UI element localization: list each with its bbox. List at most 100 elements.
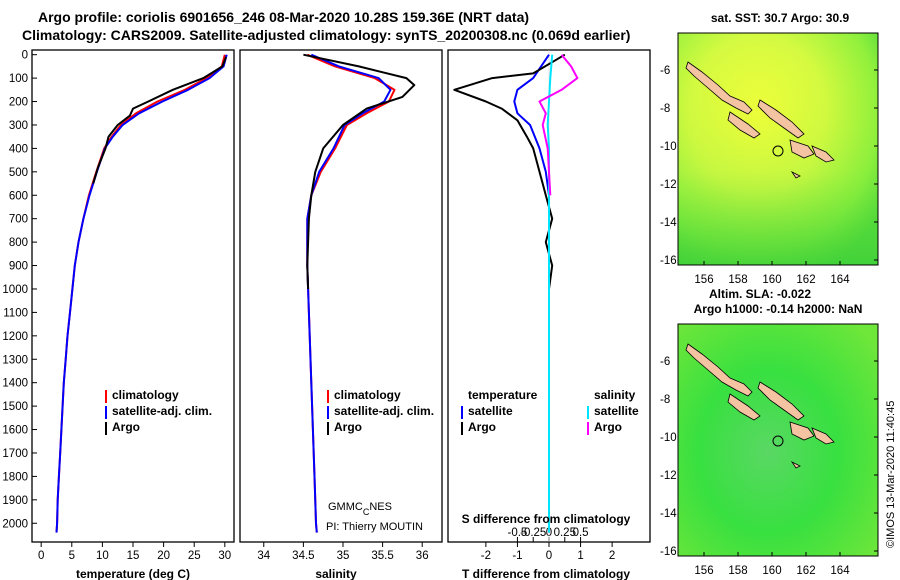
lat-tick-label: -8 [660,394,670,406]
x-tick-label: -2 [481,550,491,562]
lat-tick-label: -14 [660,508,677,520]
lat-tick-label: -10 [660,432,677,444]
x-tick-label: 34.5 [292,550,314,562]
y-tick-label: 300 [9,120,28,132]
title-line-1: Argo profile: coriolis 6901656_246 08-Ma… [38,9,529,25]
salinity-axis-label: salinity [315,567,357,580]
salinity-legend: climatology satellite-adj. clim. Argo [327,388,434,435]
lat-tick-label: -16 [660,546,677,558]
legend-heading-temperature: temperature [468,388,538,402]
y-tick-label: 800 [9,237,28,249]
island-new-georgia [727,111,761,139]
argo-location-marker [772,435,784,447]
legend-label: satellite-adj. clim. [112,404,212,418]
x-tick-label: 25 [188,550,201,562]
lat-tick-label: -12 [660,470,677,482]
legend-label: Argo [112,420,140,434]
x-tick-label: 0 [546,550,552,562]
salinity-panel-frame [239,49,443,543]
x-tick-label: 2 [609,550,615,562]
map-axes: -6 -8 -10 -12 -14 -16 156 158 160 162 164 -6 -8 -10 -1… [660,32,879,577]
x-tick-label: 35.5 [371,550,393,562]
s-difference-axis-label: S difference from climatology [462,512,631,526]
x-tick-label: 35 [337,550,350,562]
series-line-satellite-adj-clim- [55,54,228,533]
series-line-satellite-adj-clim- [306,53,392,533]
y-tick-label: 1800 [2,471,28,483]
x-tick-label: 20 [157,550,170,562]
x-tick-label: 0 [38,550,44,562]
temperature-plot: 0 5 10 15 20 25 30 [38,54,231,562]
legend-label: satellite-adj. clim. [334,404,434,418]
sst-field-overlay [678,33,878,265]
y-tick-label: 1200 [2,331,28,343]
y-tick-label: 1600 [2,425,28,437]
map-frame [677,32,879,266]
x-tick-label: 15 [127,550,140,562]
imos-footer: ©IMOS 13-Mar-2020 11:40:45 [885,401,897,548]
x-tick-label: 5 [69,550,75,562]
island-malaita [811,145,835,163]
y-tick-label: 100 [9,73,28,85]
island-santa-isabel [757,99,805,139]
lat-tick-label: -6 [660,356,670,368]
altimetry-map [678,324,878,556]
legend-heading-salinity: salinity [594,388,636,402]
series-line-argo [303,53,416,290]
series-line-salinity-satellite [546,54,554,533]
lon-tick-label: 158 [728,274,747,286]
sst-map-title: sat. SST: 30.7 Argo: 30.9 [711,11,850,25]
t-difference-axis-label: T difference from climatology [462,567,630,580]
lat-tick-label: -6 [660,65,670,77]
y-tick-label: 600 [9,190,28,202]
gmmc-subscript: C [363,507,370,517]
series-line-argo [92,56,227,184]
lon-tick-label: 164 [830,274,850,286]
s-tick-label: 0.25 [554,527,576,539]
y-tick-label: 1500 [2,401,28,413]
island-small [790,170,801,179]
legend-label: satellite [468,404,513,418]
y-tick-label: 400 [9,143,28,155]
gmmc-text: GMMC [328,501,363,513]
x-tick-label: 1 [577,550,583,562]
legend-label: climatology [334,388,401,402]
series-line-salinity-argo [538,54,579,196]
island-santa-isabel [757,381,805,421]
pi-note: PI: Thierry MOUTIN [326,521,423,533]
lon-tick-label: 160 [762,565,781,577]
lon-tick-label: 162 [796,565,815,577]
y-tick-label: 2000 [2,518,28,530]
legend-label: satellite [594,404,639,418]
x-tick-label: 34 [257,550,270,562]
lat-tick-label: -10 [660,141,677,153]
altimetry-map-title-1: Altim. SLA: -0.022 [709,287,811,301]
lon-tick-label: 156 [694,565,713,577]
y-tick-label: 1000 [2,284,28,296]
island-choiseul [685,343,753,397]
y-tick-label: 1900 [2,495,28,507]
y-tick-label: 700 [9,214,28,226]
lat-tick-label: -16 [660,255,677,267]
title-line-2: Climatology: CARS2009. Satellite-adjuste… [22,27,630,43]
lon-tick-label: 160 [762,274,781,286]
y-tick-label: 1400 [2,378,28,390]
series-line-climatology [55,54,226,533]
island-new-georgia [727,393,761,421]
series-line-climatology [306,53,396,533]
gmmc-note: GMMCCNES [328,501,392,517]
lat-tick-label: -12 [660,179,677,191]
argo-location-marker [772,145,784,157]
series-line-temperature-argo [453,53,566,290]
island-choiseul [685,61,753,115]
temperature-panel-frame [31,49,235,543]
y-tick-label: 1100 [3,307,28,319]
lon-tick-label: 158 [728,565,747,577]
legend-label: Argo [468,420,496,434]
temperature-axis-label: temperature (deg C) [76,567,190,580]
y-tick-label: 0 [22,50,28,62]
x-tick-label: 36 [416,550,429,562]
temperature-legend: climatology satellite-adj. clim. Argo [105,388,212,435]
sst-map [678,33,878,265]
